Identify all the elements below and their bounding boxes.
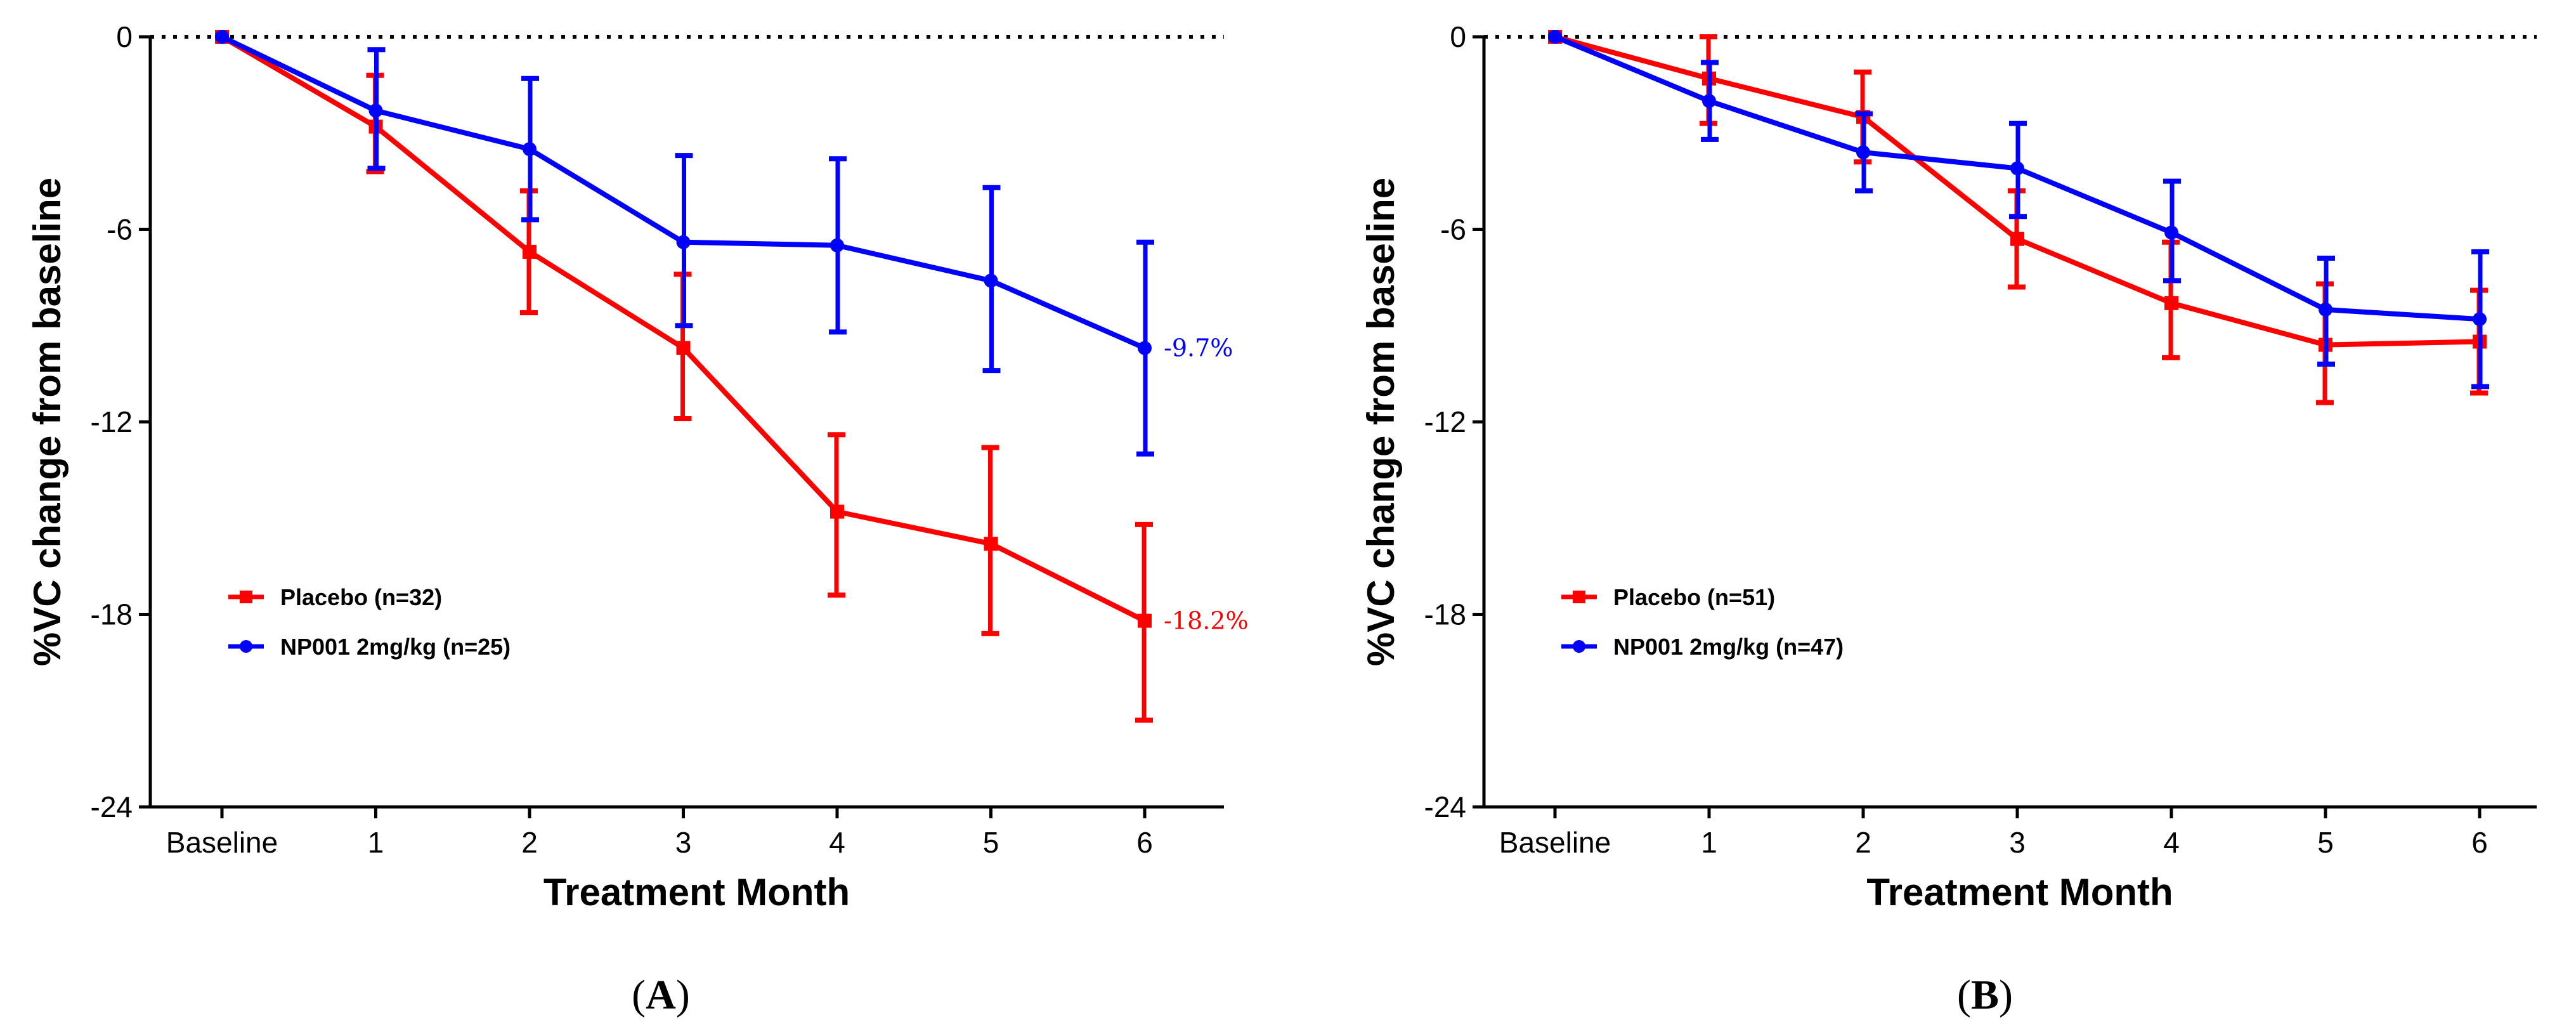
data-point	[676, 341, 691, 355]
legend-marker	[1573, 591, 1585, 603]
y-tick-label: -6	[1440, 213, 1466, 246]
data-point	[1702, 94, 1716, 108]
data-point	[368, 103, 383, 118]
data-point	[1856, 145, 1870, 160]
x-tick-label: 1	[368, 826, 384, 859]
x-tick-label: 4	[829, 826, 845, 859]
legend-item: NP001 2mg/kg (n=47)	[1561, 634, 1844, 660]
y-tick-label: -12	[91, 405, 133, 438]
x-axis-title: Treatment Month	[543, 871, 850, 913]
legend-label: Placebo (n=32)	[280, 584, 442, 610]
x-tick-label: 3	[675, 826, 692, 859]
y-tick-label: -12	[1424, 405, 1466, 438]
data-point	[1548, 30, 1562, 44]
data-point	[523, 142, 537, 157]
end-value-label: -18.2%	[1164, 607, 1249, 635]
end-value-label: -9.7%	[1164, 334, 1233, 362]
legend-marker	[1573, 640, 1585, 653]
series-np001: -9.7%	[215, 30, 1233, 457]
series-placebo: -18.2%	[215, 30, 1249, 723]
data-point	[2473, 312, 2487, 327]
legend-label: NP001 2mg/kg (n=25)	[280, 634, 511, 660]
data-point	[984, 273, 998, 288]
data-point	[2010, 161, 2024, 176]
series-np001	[1548, 30, 2489, 389]
panel-letter: B	[1971, 972, 1999, 1018]
panel-a: 0 -6 -12 -18 -24 Baseline 1 2 3 4 5 6 Treatment Mont…	[26, 20, 1249, 1018]
x-tick-label: 1	[1701, 826, 1717, 859]
data-point	[2319, 302, 2332, 317]
legend-item: NP001 2mg/kg (n=25)	[228, 634, 511, 660]
x-tick-label: Baseline	[166, 826, 278, 859]
x-tick-label: 2	[1855, 826, 1871, 859]
legend-label: NP001 2mg/kg (n=47)	[1613, 634, 1844, 660]
legend-item: Placebo (n=51)	[1561, 584, 1775, 610]
y-tick-label: -24	[1424, 790, 1466, 823]
y-tick-label: -6	[107, 213, 133, 246]
y-tick-label: 0	[1450, 20, 1466, 53]
data-point	[2164, 225, 2178, 240]
y-tick-label: -18	[1424, 598, 1466, 631]
legend-marker	[240, 591, 252, 603]
x-tick-label: 5	[983, 826, 999, 859]
y-tick-label: -18	[91, 598, 133, 631]
data-point	[830, 504, 844, 519]
legend-label: Placebo (n=51)	[1613, 584, 1775, 610]
data-point	[523, 244, 537, 259]
y-axis-title: %VC change from baseline	[1360, 178, 1402, 666]
x-tick-label: 6	[2471, 826, 2488, 859]
x-tick-label: 5	[2317, 826, 2334, 859]
data-point	[215, 30, 229, 44]
panel-letter: A	[646, 972, 676, 1018]
panel-b: 0 -6 -12 -18 -24 Baseline 1 2 3 4 5 6 Treatment Mont…	[1360, 20, 2537, 1018]
x-tick-label: 4	[2163, 826, 2180, 859]
legend-marker	[240, 640, 252, 653]
x-tick-label: 6	[1136, 826, 1153, 859]
y-tick-label: -24	[91, 790, 133, 823]
x-tick-label: 2	[521, 826, 538, 859]
data-point	[984, 537, 998, 551]
panel-label: (B)	[1957, 972, 2013, 1018]
data-point	[1138, 341, 1152, 355]
data-point	[2010, 232, 2024, 246]
legend-item: Placebo (n=32)	[228, 584, 442, 610]
data-point	[1138, 613, 1152, 628]
panel-label: (A)	[632, 972, 690, 1018]
data-point	[676, 235, 691, 249]
data-point	[830, 238, 844, 252]
x-tick-label: 3	[2009, 826, 2026, 859]
data-point	[2164, 296, 2178, 310]
y-tick-label: 0	[116, 20, 133, 53]
x-axis-title: Treatment Month	[1866, 871, 2173, 913]
x-tick-label: Baseline	[1499, 826, 1611, 859]
y-axis-title: %VC change from baseline	[26, 178, 68, 666]
